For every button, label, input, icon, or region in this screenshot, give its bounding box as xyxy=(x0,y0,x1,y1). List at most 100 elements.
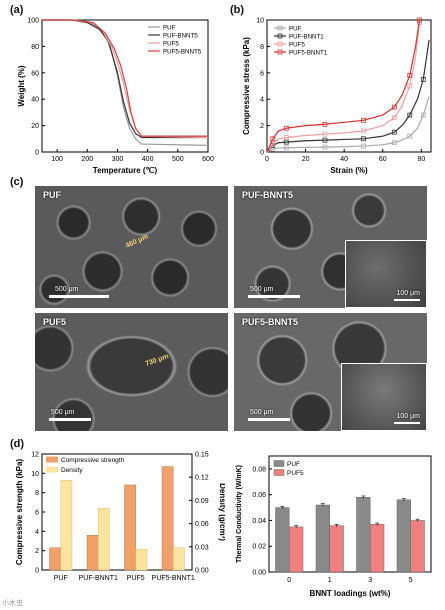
series-line-puf5-bnnt1 xyxy=(266,19,421,153)
x-tick-label: PUF xyxy=(54,575,68,582)
x-tick-label: 0 xyxy=(265,156,269,163)
y-tick-label: 0.04 xyxy=(252,518,266,525)
sem-image-puf5: PUF5 730 μm 500 μm xyxy=(35,313,228,431)
series-line-puf-bnnt1 xyxy=(266,39,430,153)
thermal-conductivity-chart: 0.00 0.02 0.04 0.06 0.08 0 1 3 5 BNNT loadings (w… xyxy=(236,455,432,598)
y2-axis-label: Density (g/cm³) xyxy=(218,483,225,541)
y-tick-label: 2 xyxy=(35,548,39,555)
data-point xyxy=(283,139,289,145)
y-tick-label: 6 xyxy=(260,70,264,77)
x-tick-label: PUF5-BNNT1 xyxy=(152,575,195,582)
scale-bar-label: 500 μm xyxy=(55,286,79,293)
inset-scale-bar xyxy=(394,299,420,301)
sem-inset: 100 μm xyxy=(341,363,427,431)
panel-b-label: (b) xyxy=(230,4,245,16)
data-point xyxy=(407,83,413,89)
scale-bar xyxy=(49,295,109,298)
series-line-puf5-bnnt5 xyxy=(42,19,208,137)
x-tick-label: 5 xyxy=(409,577,413,584)
x-tick-label: 3 xyxy=(368,577,372,584)
y-tick-label: 8 xyxy=(260,44,264,51)
data-point xyxy=(283,145,289,151)
data-point xyxy=(407,133,413,139)
legend-label: PUF5-BNNT5 xyxy=(163,49,202,56)
y2-tick-label: 0.03 xyxy=(195,544,209,551)
bar-compressive-strength xyxy=(161,466,174,571)
pore-size-label: 730 μm xyxy=(144,353,170,368)
data-point xyxy=(407,112,413,118)
data-point xyxy=(420,77,426,82)
y2-tick-label: 0.09 xyxy=(195,498,209,505)
pore-size-label: 460 μm xyxy=(124,233,150,250)
y-tick-label: 0.08 xyxy=(252,466,266,473)
x-tick-label: 1 xyxy=(328,577,332,584)
x-axis-label: Strain (%) xyxy=(330,166,368,175)
data-point xyxy=(322,121,328,127)
y-tick-label: 12 xyxy=(31,452,39,459)
stress-strain-chart: 0 20 40 60 80 0 2 4 6 8 10 Strain (%) Compressive st… xyxy=(242,17,432,175)
x-tick-label: 400 xyxy=(142,156,154,163)
legend-swatch xyxy=(273,460,285,467)
data-point xyxy=(417,17,422,23)
legend-marker xyxy=(277,25,283,31)
x-tick-label: 300 xyxy=(112,156,124,163)
scale-bar-label: 500 μm xyxy=(51,409,75,416)
y-tick-label: 0 xyxy=(35,568,39,575)
legend-label: PUF xyxy=(287,461,300,468)
legend-label: PUF-BNNT5 xyxy=(163,33,198,40)
tga-chart: 100 200 300 400 500 600 0 20 40 60 80 100 Temperatur… xyxy=(17,18,214,176)
y-tick-label: 0.06 xyxy=(252,492,266,499)
sem-label: PUF-BNNT5 xyxy=(242,190,293,200)
bar-compressive-strength xyxy=(49,547,61,571)
y-tick-label: 10 xyxy=(256,18,264,25)
scale-bar-label: 500 μm xyxy=(250,409,274,416)
legend-label: Compressive strength xyxy=(61,457,125,464)
data-point xyxy=(270,136,276,142)
bar-puf xyxy=(315,504,330,573)
x-tick-label: 60 xyxy=(379,156,387,163)
bar-compressive-strength xyxy=(86,534,99,571)
data-point xyxy=(361,128,366,134)
scale-bar xyxy=(248,418,290,421)
y-tick-label: 4 xyxy=(260,97,264,104)
scale-bar xyxy=(49,418,91,421)
sem-image-puf: PUF 460 μm 500 μm xyxy=(35,186,228,308)
y-tick-label: 0 xyxy=(35,150,39,157)
sem-image-puf-bnnt5: PUF-BNNT5 500 μm 100 μm xyxy=(234,186,427,308)
bar-puf5 xyxy=(370,524,385,573)
legend-swatch xyxy=(46,456,58,463)
y2-tick-label: 0.00 xyxy=(195,568,209,575)
data-point xyxy=(420,112,426,118)
y-tick-label: 40 xyxy=(31,97,39,104)
sem-label: PUF5-BNNT5 xyxy=(242,317,299,327)
data-point xyxy=(361,136,366,142)
y-tick-label: 8 xyxy=(35,490,39,497)
inset-scale-label: 100 μm xyxy=(396,290,421,297)
bar-puf5 xyxy=(410,520,425,573)
series-line-puf5 xyxy=(266,22,421,153)
data-point xyxy=(361,117,366,123)
x-tick-label: 80 xyxy=(417,156,425,163)
y-tick-label: 100 xyxy=(27,18,39,25)
y-tick-label: 60 xyxy=(31,70,39,77)
bar-density xyxy=(98,507,110,571)
legend-swatch xyxy=(46,466,58,473)
legend-marker xyxy=(277,33,283,39)
data-point xyxy=(283,135,289,140)
bar-puf xyxy=(275,507,290,573)
x-tick-label: 600 xyxy=(202,156,214,163)
x-tick-label: PUF-BNNT1 xyxy=(79,575,118,582)
x-tick-label: 20 xyxy=(302,156,310,163)
legend-label: PUF xyxy=(163,25,176,32)
legend-label: PUF5 xyxy=(163,41,179,48)
y-tick-label: 10 xyxy=(31,471,39,478)
y-tick-label: 0.02 xyxy=(252,544,266,551)
y-tick-label: 0 xyxy=(260,150,264,157)
y-tick-label: 80 xyxy=(31,44,39,51)
bar-compressive-strength xyxy=(124,484,136,571)
data-point xyxy=(361,143,366,149)
strength-density-chart: 0 2 4 6 8 10 12 0.00 0.03 0.06 0.09 0.12 0.15 PUF PUF-… xyxy=(15,452,225,583)
plot-frame xyxy=(268,455,432,573)
x-tick-label: 200 xyxy=(81,156,93,163)
y-axis-label: Weight (%) xyxy=(17,65,26,107)
